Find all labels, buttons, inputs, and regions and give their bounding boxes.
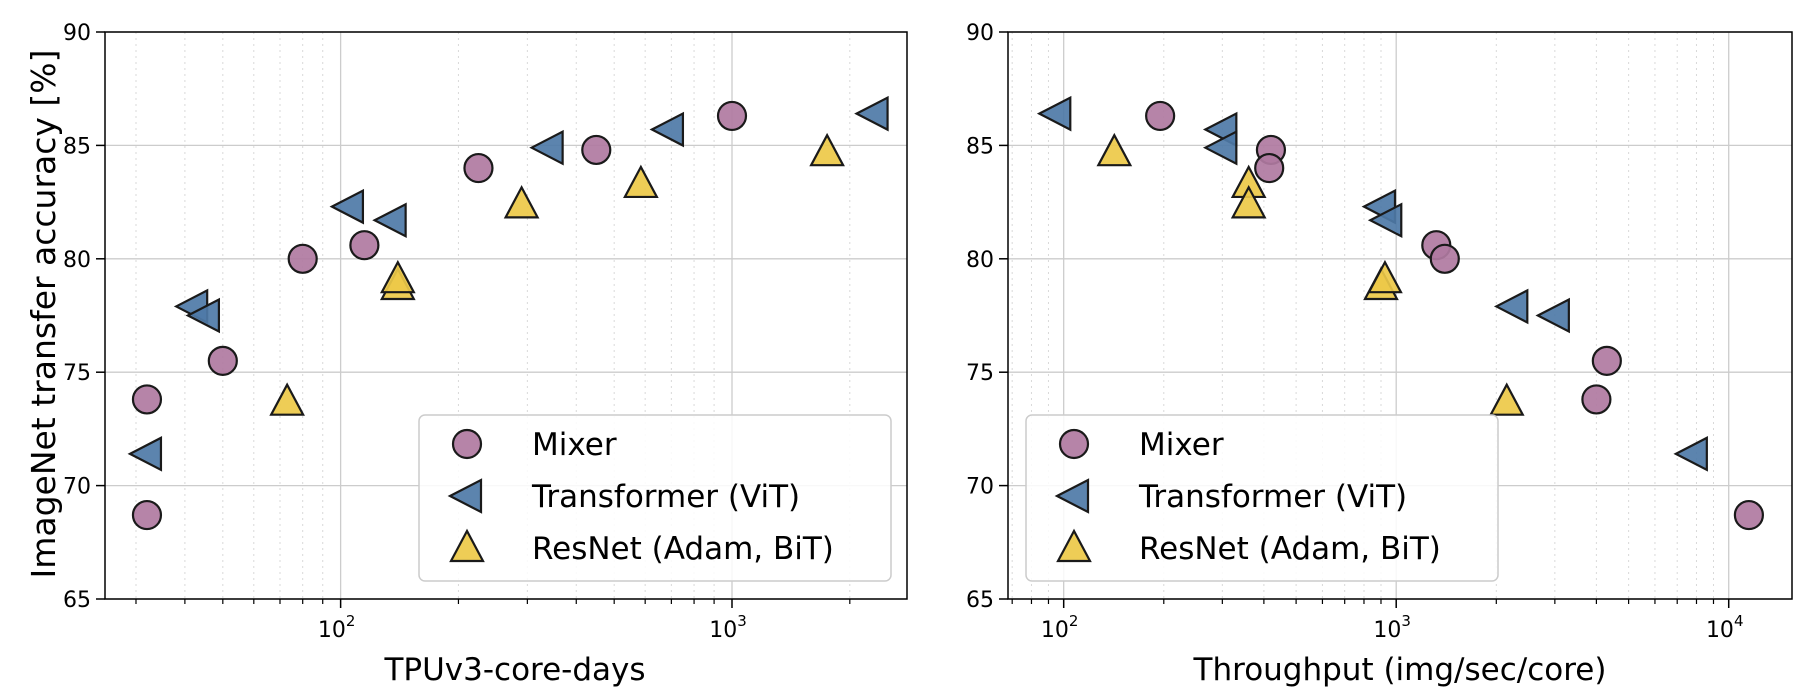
y-tick-label: 85 — [63, 134, 91, 159]
transformer-point — [1367, 202, 1403, 239]
y-tick-label: 70 — [63, 475, 91, 500]
y-tick-label: 90 — [63, 21, 91, 46]
legend-label-mixer: Mixer — [532, 427, 617, 463]
right-chart: 102 103 104 65 70 75 80 85 90 Throughput (img/se… — [966, 21, 1793, 688]
resnet-point — [269, 382, 305, 416]
legend-box — [418, 414, 892, 582]
transformer-point — [529, 129, 564, 166]
mixer-point — [1733, 499, 1764, 531]
mixer-point — [716, 100, 748, 132]
mixer-point — [207, 345, 238, 376]
legend-label-transformer: Transformer (ViT) — [531, 479, 800, 515]
legend-marker-mixer — [1058, 428, 1090, 460]
legend-label-resnet: ResNet (Adam, BiT) — [532, 531, 834, 567]
mixer-point — [131, 499, 163, 531]
x-tick-label: 103 — [1373, 612, 1411, 643]
legend-marker-mixer — [451, 428, 483, 460]
x-tick-label: 102 — [318, 612, 356, 643]
y-tick-label: 75 — [63, 361, 91, 386]
left-plot-frame — [104, 31, 908, 600]
mixer-point — [131, 384, 163, 415]
right-x-axis-label: Throughput (img/sec/core) — [1193, 652, 1607, 688]
transformer-point — [649, 111, 685, 148]
transformer-point — [1673, 436, 1708, 472]
resnet-point — [503, 185, 540, 219]
y-tick-label: 65 — [966, 588, 994, 613]
transformer-point — [1202, 129, 1238, 166]
resnet-point — [1096, 132, 1133, 167]
x-tick-label: 104 — [1706, 612, 1744, 643]
mixer-point — [463, 152, 494, 184]
legend-label-resnet: ResNet (Adam, BiT) — [1139, 531, 1441, 567]
resnet-point — [1488, 382, 1525, 416]
transformer-point — [854, 95, 889, 132]
mixer-point — [1145, 100, 1176, 132]
legend-label-mixer: Mixer — [1139, 427, 1224, 463]
x-tick-label: 102 — [1041, 612, 1079, 643]
legend-box — [1025, 414, 1499, 582]
mixer-point — [581, 134, 612, 166]
transformer-point — [1493, 288, 1529, 325]
resnet-point — [1230, 185, 1267, 219]
legend-marker-resnet — [1056, 528, 1092, 563]
legend-marker-transformer — [447, 478, 483, 514]
left-legend: Mixer Transformer (ViT) ResNet (Adam, BiT) — [418, 414, 892, 582]
resnet-point — [623, 164, 659, 199]
resnet-point — [809, 132, 845, 167]
y-tick-label: 75 — [966, 361, 994, 386]
mixer-point — [349, 230, 380, 261]
mixer-point — [287, 243, 318, 274]
resnet-point — [1367, 259, 1403, 294]
y-tick-label: 90 — [966, 21, 994, 46]
transformer-point — [1036, 95, 1072, 132]
y-tick-label: 70 — [966, 475, 994, 500]
resnet-point — [379, 259, 416, 294]
y-tick-label: 80 — [63, 248, 91, 273]
y-axis-label: ImageNet transfer accuracy [%] — [24, 49, 63, 578]
mixer-point — [1429, 243, 1460, 274]
transformer-point — [185, 297, 221, 334]
transformer-point — [372, 202, 407, 239]
mixer-point — [1254, 152, 1285, 184]
legend-label-transformer: Transformer (ViT) — [1138, 479, 1407, 515]
legend-marker-transformer — [1054, 478, 1090, 514]
transformer-point — [329, 188, 365, 225]
mixer-point — [1581, 384, 1612, 415]
y-tick-label: 85 — [966, 134, 994, 159]
x-tick-label: 103 — [709, 612, 747, 643]
left-chart: 102 103 65 70 75 80 85 90 TPUv3-core-days Mixer… — [63, 21, 908, 688]
y-tick-label: 80 — [966, 248, 994, 273]
y-tick-label: 65 — [63, 588, 91, 613]
right-plot-frame — [1007, 31, 1793, 600]
transformer-point — [127, 436, 163, 472]
left-x-axis-label: TPUv3-core-days — [383, 652, 645, 688]
legend-marker-resnet — [449, 528, 485, 563]
right-legend: Mixer Transformer (ViT) ResNet (Adam, BiT) — [1025, 414, 1499, 582]
mixer-point — [1591, 345, 1622, 376]
transformer-point — [1535, 297, 1570, 334]
